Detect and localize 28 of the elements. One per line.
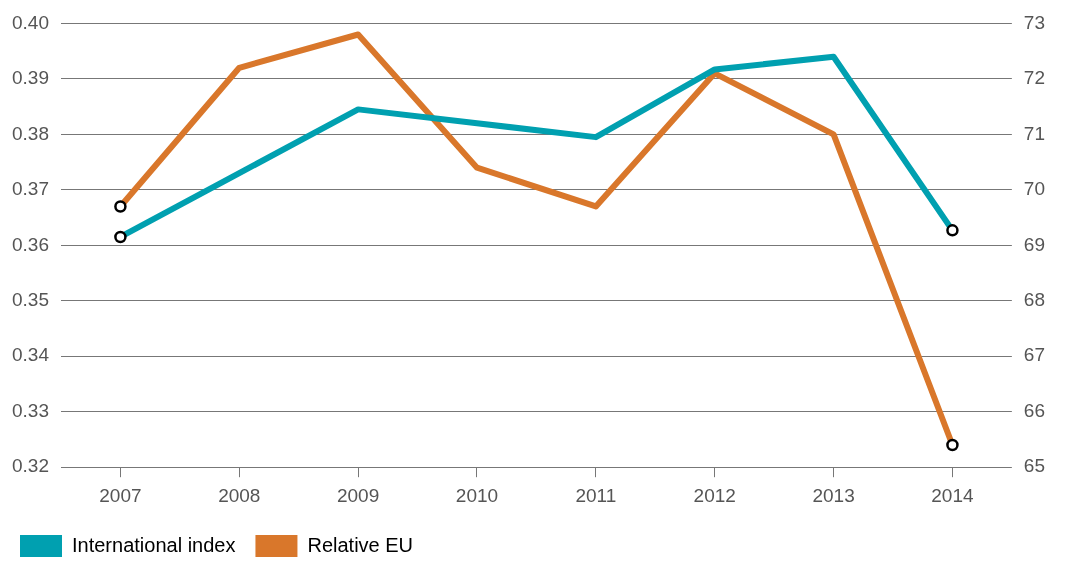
y-tick-label: 0.32 [12, 455, 49, 477]
y-tick-label: 0.34 [12, 344, 50, 366]
y2-tick-label: 66 [1023, 399, 1046, 421]
y2-tick-label: 67 [1023, 344, 1046, 366]
y-tick-label: 0.36 [12, 233, 49, 255]
legend-label: International index [72, 533, 236, 556]
x-tick-label: 2013 [812, 484, 855, 506]
x-tick-label: 2008 [218, 484, 261, 506]
y-tick-label: 0.39 [12, 67, 49, 89]
x-tick-label: 2012 [693, 484, 736, 506]
y-tick-label: 0.33 [12, 399, 49, 421]
y-tick-label: 0.38 [12, 122, 49, 144]
y2-tick-label: 73 [1023, 11, 1046, 33]
x-tick-label: 2007 [99, 484, 142, 506]
x-tick-label: 2009 [336, 484, 380, 506]
y2-tick-label: 68 [1023, 289, 1046, 311]
x-tick-label: 2014 [931, 484, 974, 506]
y-tick-label: 0.37 [12, 178, 49, 200]
y2-tick-label: 71 [1023, 122, 1046, 144]
y-tick-label: 0.40 [12, 11, 49, 33]
y2-tick-label: 69 [1023, 233, 1046, 255]
y2-tick-label: 72 [1023, 67, 1046, 89]
x-tick-label: 2010 [455, 484, 499, 506]
y-tick-label: 0.35 [12, 289, 49, 311]
x-tick-label: 2011 [575, 484, 617, 506]
y2-tick-label: 65 [1023, 455, 1046, 477]
legend-label: Relative EU [307, 533, 414, 556]
y2-tick-label: 70 [1023, 178, 1046, 200]
